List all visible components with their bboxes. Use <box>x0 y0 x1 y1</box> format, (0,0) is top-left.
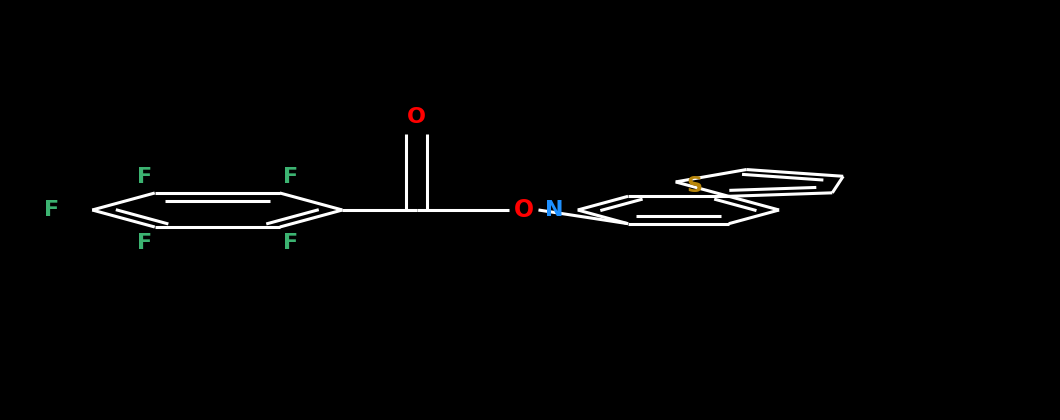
Text: F: F <box>283 167 298 187</box>
Text: F: F <box>137 233 152 253</box>
Text: O: O <box>407 107 426 127</box>
Text: S: S <box>687 176 703 196</box>
Text: N: N <box>545 200 564 220</box>
Text: F: F <box>283 233 298 253</box>
Text: F: F <box>137 167 152 187</box>
Text: O: O <box>514 198 534 222</box>
Text: F: F <box>45 200 59 220</box>
